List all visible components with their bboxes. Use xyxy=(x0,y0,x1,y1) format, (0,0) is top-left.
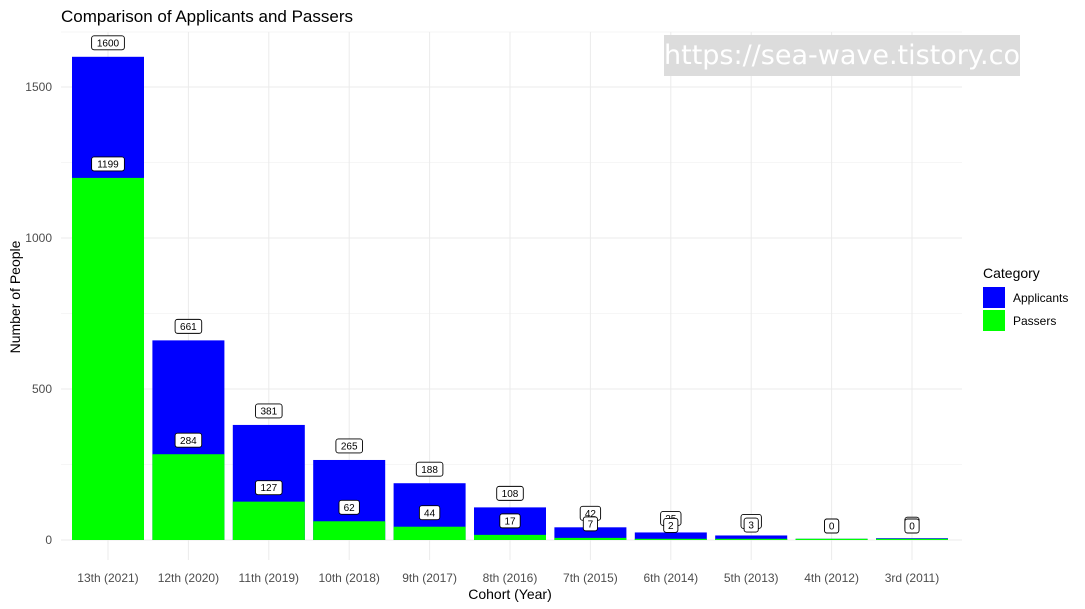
y-tick-label: 1500 xyxy=(25,80,52,94)
bars xyxy=(72,56,948,541)
data-label-text: 284 xyxy=(180,436,197,447)
data-label-text: 44 xyxy=(424,508,436,519)
data-label-text: 381 xyxy=(260,407,277,418)
grid-lines xyxy=(61,31,962,560)
data-label-box xyxy=(663,517,679,533)
x-tick-label: 8th (2016) xyxy=(483,571,538,585)
data-label-box xyxy=(415,461,444,477)
data-label-text: 265 xyxy=(341,442,358,453)
x-tick-label: 9th (2017) xyxy=(402,571,457,585)
x-tick-label: 12th (2020) xyxy=(158,571,219,585)
chart-title: Comparison of Applicants and Passers xyxy=(61,7,353,26)
data-label-passers: 1199 xyxy=(91,156,125,172)
bar-passers xyxy=(474,534,546,540)
bar-passers xyxy=(232,501,305,540)
x-tick-label: 3rd (2011) xyxy=(885,571,939,585)
data-label-text: 127 xyxy=(260,483,277,494)
data-label-text: 3 xyxy=(748,521,754,532)
data-label-passers: 284 xyxy=(174,432,203,448)
bar-passers xyxy=(72,177,144,541)
data-label-box xyxy=(824,518,840,534)
x-tick-label: 7th (2015) xyxy=(563,571,618,585)
y-tick-label: 1000 xyxy=(25,231,52,245)
data-label-text: 7 xyxy=(588,519,594,530)
bar-passers xyxy=(152,454,225,540)
x-axis-title: Cohort (Year) xyxy=(468,586,552,602)
legend: Category Applicants Passers xyxy=(983,265,1068,331)
data-label-box xyxy=(91,156,125,172)
data-label-text: 661 xyxy=(180,322,197,333)
data-label-text: 0 xyxy=(909,522,915,533)
data-label-text: 17 xyxy=(504,516,516,527)
data-label-applicants: 1600 xyxy=(91,35,125,51)
x-tick-label: 4th (2012) xyxy=(804,571,859,585)
data-labels: 1600661381265188108422515061199284127624… xyxy=(91,35,920,534)
data-label-text: 188 xyxy=(421,465,438,476)
bar-passers xyxy=(313,521,386,540)
y-tick-label: 0 xyxy=(45,533,52,547)
y-tick-label: 500 xyxy=(32,382,52,396)
data-label-box xyxy=(582,516,598,532)
data-label-passers: 127 xyxy=(255,480,283,496)
data-label-passers: 44 xyxy=(418,505,441,521)
bar-applicants xyxy=(554,527,627,540)
legend-label-passers: Passers xyxy=(1013,314,1056,328)
y-axis-ticks: 0 500 1000 1500 xyxy=(25,80,52,547)
data-label-box xyxy=(904,518,920,534)
bar-passers xyxy=(876,538,948,540)
data-label-text: 1199 xyxy=(97,160,119,171)
data-label-box xyxy=(174,318,203,334)
data-label-box xyxy=(255,403,283,419)
data-label-passers: 0 xyxy=(824,518,840,534)
bar-passers xyxy=(795,538,868,540)
data-label-passers: 2 xyxy=(663,517,679,533)
x-axis-ticks: 13th (2021) 12th (2020) 11th (2019) 10th (2… xyxy=(77,571,939,585)
bar-passers xyxy=(634,538,707,540)
data-label-text: 2 xyxy=(668,521,674,532)
data-label-applicants: 265 xyxy=(335,438,363,454)
data-label-applicants: 661 xyxy=(174,318,203,334)
x-tick-label: 6th (2014) xyxy=(643,571,698,585)
bar-applicants xyxy=(715,535,788,540)
data-label-passers: 62 xyxy=(338,499,360,515)
bar-passers xyxy=(393,526,466,540)
watermark: https://sea-wave.tistory.com xyxy=(664,35,1020,76)
legend-swatch-passers xyxy=(983,310,1005,331)
bar-passers xyxy=(715,538,788,540)
data-label-box xyxy=(496,485,524,501)
legend-swatch-applicants xyxy=(983,287,1005,308)
data-label-applicants: 188 xyxy=(415,461,444,477)
data-label-text: 1600 xyxy=(97,38,120,49)
data-label-applicants: 108 xyxy=(496,485,524,501)
data-label-box xyxy=(335,438,363,454)
bar-applicants xyxy=(634,532,707,540)
bar-passers xyxy=(554,537,627,540)
legend-label-applicants: Applicants xyxy=(1013,291,1068,305)
data-label-passers: 17 xyxy=(499,513,521,529)
data-label-box xyxy=(743,517,759,533)
data-label-box xyxy=(499,513,521,529)
data-label-text: 42 xyxy=(585,509,597,520)
data-label-passers: 0 xyxy=(904,518,920,534)
data-label-box xyxy=(338,499,360,515)
x-tick-label: 13th (2021) xyxy=(77,571,138,585)
data-label-applicants: 381 xyxy=(255,403,283,419)
x-tick-label: 11th (2019) xyxy=(239,571,300,585)
data-label-box xyxy=(418,505,441,521)
data-label-passers: 3 xyxy=(743,517,759,533)
legend-title: Category xyxy=(983,265,1040,281)
data-label-box xyxy=(174,432,203,448)
data-label-box xyxy=(255,480,283,496)
x-tick-label: 10th (2018) xyxy=(319,571,380,585)
data-label-text: 62 xyxy=(344,503,356,514)
data-label-passers: 7 xyxy=(582,516,598,532)
x-tick-label: 5th (2013) xyxy=(724,571,779,585)
data-label-text: 0 xyxy=(829,522,835,533)
data-label-box xyxy=(91,35,125,51)
data-label-text: 108 xyxy=(502,489,519,500)
y-axis-title: Number of People xyxy=(7,240,23,353)
